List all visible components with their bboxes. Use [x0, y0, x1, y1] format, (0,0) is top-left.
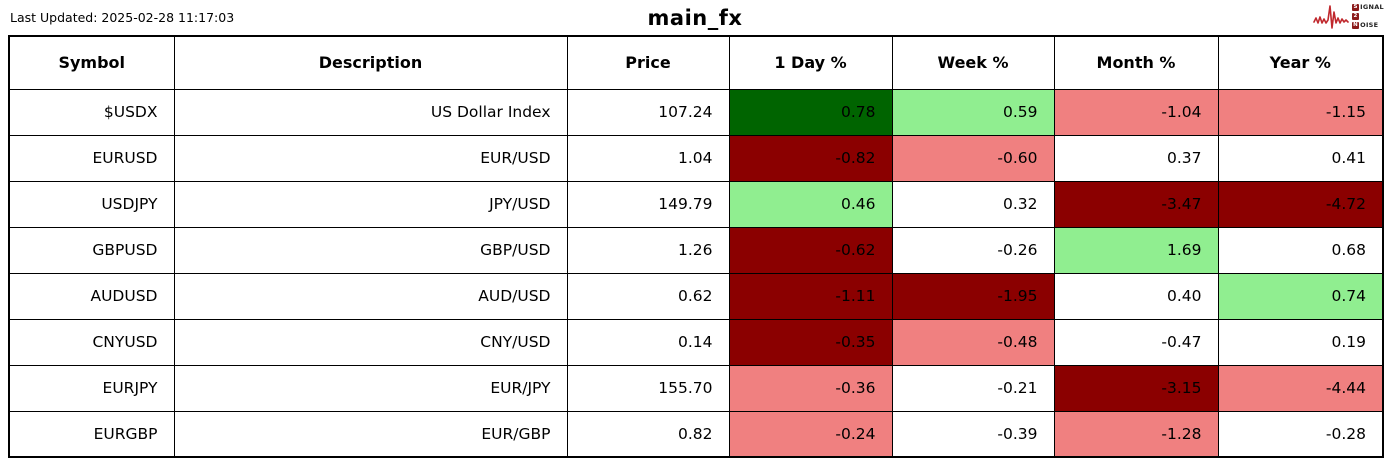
week-pct-cell: 0.32: [891, 180, 1055, 228]
table-row-usdjpy: USDJPY JPY/USD 149.79 0.46 0.32 -3.47 -4…: [8, 180, 1384, 228]
week-pct-cell: -0.21: [891, 364, 1055, 412]
table-row-eurjpy: EURJPY EUR/JPY 155.70 -0.36 -0.21 -3.15 …: [8, 364, 1384, 412]
symbol-cell: AUDUSD: [8, 272, 175, 320]
week-pct-cell: -0.48: [891, 318, 1055, 366]
week-pct-cell: -1.95: [891, 272, 1055, 320]
day-pct-cell: -1.11: [728, 272, 893, 320]
description-cell: AUD/USD: [173, 272, 568, 320]
col-header-month: Month %: [1053, 35, 1219, 90]
month-pct-cell: 0.40: [1053, 272, 1219, 320]
col-header-symbol: Symbol: [8, 35, 175, 90]
table-row-eurgbp: EURGBP EUR/GBP 0.82 -0.24 -0.39 -1.28 -0…: [8, 410, 1384, 458]
header-row: Symbol Description Price 1 Day % Week % …: [8, 35, 1384, 90]
symbol-cell: CNYUSD: [8, 318, 175, 366]
col-header-year: Year %: [1217, 35, 1384, 90]
symbol-cell: $USDX: [8, 88, 175, 136]
description-cell: CNY/USD: [173, 318, 568, 366]
year-pct-cell: -1.15: [1217, 88, 1384, 136]
week-pct-cell: 0.59: [891, 88, 1055, 136]
table-row-cnyusd: CNYUSD CNY/USD 0.14 -0.35 -0.48 -0.47 0.…: [8, 318, 1384, 366]
year-pct-cell: -0.28: [1217, 410, 1384, 458]
price-cell: 0.62: [566, 272, 730, 320]
month-pct-cell: 0.37: [1053, 134, 1219, 182]
price-cell: 1.04: [566, 134, 730, 182]
waveform-icon: [1313, 2, 1351, 30]
week-pct-cell: -0.60: [891, 134, 1055, 182]
day-pct-cell: -0.36: [728, 364, 893, 412]
signal2noise-logo: S IGNAL 2 N OISE: [1313, 2, 1384, 30]
year-pct-cell: 0.41: [1217, 134, 1384, 182]
day-pct-cell: 0.78: [728, 88, 893, 136]
symbol-cell: USDJPY: [8, 180, 175, 228]
symbol-cell: EURUSD: [8, 134, 175, 182]
fx-table: Symbol Description Price 1 Day % Week % …: [8, 35, 1384, 458]
month-pct-cell: -3.15: [1053, 364, 1219, 412]
col-header-price: Price: [566, 35, 730, 90]
year-pct-cell: 0.19: [1217, 318, 1384, 366]
logo-line-noise: N OISE: [1352, 21, 1379, 29]
col-header-week: Week %: [891, 35, 1055, 90]
table-row-usdx: $USDX US Dollar Index 107.24 0.78 0.59 -…: [8, 88, 1384, 136]
table-row-eurusd: EURUSD EUR/USD 1.04 -0.82 -0.60 0.37 0.4…: [8, 134, 1384, 182]
description-cell: US Dollar Index: [173, 88, 568, 136]
last-updated-text: Last Updated: 2025-02-28 11:17:03: [10, 10, 235, 25]
description-cell: GBP/USD: [173, 226, 568, 274]
price-cell: 0.14: [566, 318, 730, 366]
price-cell: 149.79: [566, 180, 730, 228]
price-cell: 107.24: [566, 88, 730, 136]
year-pct-cell: 0.68: [1217, 226, 1384, 274]
year-pct-cell: -4.44: [1217, 364, 1384, 412]
week-pct-cell: -0.26: [891, 226, 1055, 274]
description-cell: EUR/GBP: [173, 410, 568, 458]
symbol-cell: GBPUSD: [8, 226, 175, 274]
month-pct-cell: -1.04: [1053, 88, 1219, 136]
page-title: main_fx: [647, 6, 743, 30]
col-header-description: Description: [173, 35, 568, 90]
description-cell: EUR/USD: [173, 134, 568, 182]
month-pct-cell: -1.28: [1053, 410, 1219, 458]
day-pct-cell: -0.35: [728, 318, 893, 366]
day-pct-cell: -0.24: [728, 410, 893, 458]
month-pct-cell: 1.69: [1053, 226, 1219, 274]
logo-line-2: 2: [1352, 12, 1360, 20]
price-cell: 1.26: [566, 226, 730, 274]
month-pct-cell: -0.47: [1053, 318, 1219, 366]
table-row-audusd: AUDUSD AUD/USD 0.62 -1.11 -1.95 0.40 0.7…: [8, 272, 1384, 320]
symbol-cell: EURJPY: [8, 364, 175, 412]
logo-text: S IGNAL 2 N OISE: [1352, 3, 1384, 30]
day-pct-cell: 0.46: [728, 180, 893, 228]
logo-line-signal: S IGNAL: [1352, 3, 1384, 11]
year-pct-cell: -4.72: [1217, 180, 1384, 228]
price-cell: 0.82: [566, 410, 730, 458]
month-pct-cell: -3.47: [1053, 180, 1219, 228]
year-pct-cell: 0.74: [1217, 272, 1384, 320]
description-cell: EUR/JPY: [173, 364, 568, 412]
symbol-cell: EURGBP: [8, 410, 175, 458]
day-pct-cell: -0.62: [728, 226, 893, 274]
description-cell: JPY/USD: [173, 180, 568, 228]
day-pct-cell: -0.82: [728, 134, 893, 182]
table-row-gbpusd: GBPUSD GBP/USD 1.26 -0.62 -0.26 1.69 0.6…: [8, 226, 1384, 274]
col-header-1day: 1 Day %: [728, 35, 893, 90]
week-pct-cell: -0.39: [891, 410, 1055, 458]
price-cell: 155.70: [566, 364, 730, 412]
